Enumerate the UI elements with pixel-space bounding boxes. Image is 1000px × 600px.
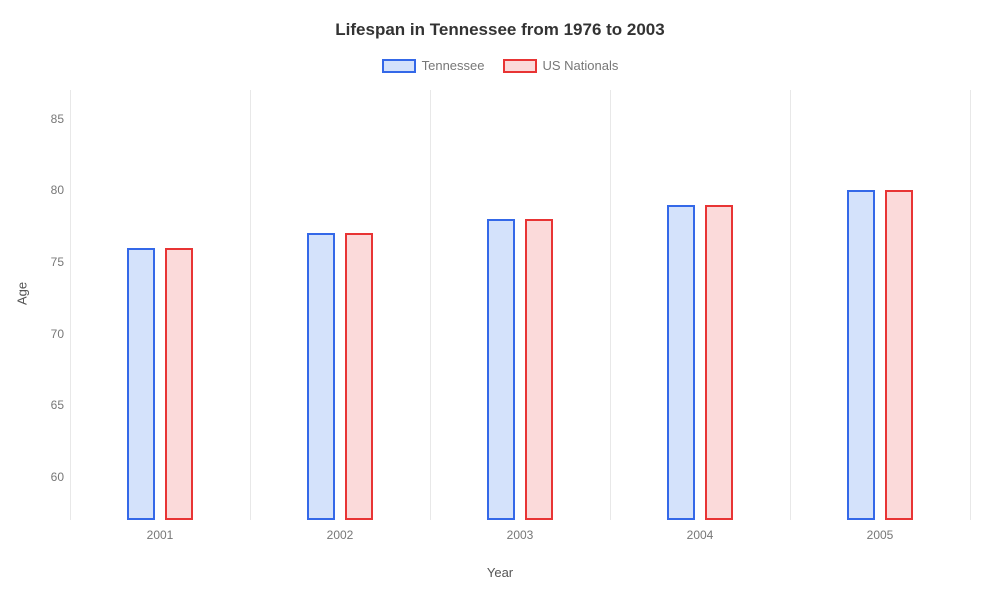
bar-tennessee <box>487 219 515 520</box>
plot-area: 60657075808520012002200320042005 <box>70 90 970 520</box>
x-tick: 2002 <box>327 528 354 542</box>
y-axis-label: Age <box>15 282 30 305</box>
bar-tennessee <box>667 205 695 520</box>
legend-item-us-nationals: US Nationals <box>503 58 619 73</box>
legend-label-tennessee: Tennessee <box>422 58 485 73</box>
legend-label-us-nationals: US Nationals <box>543 58 619 73</box>
gridline <box>70 90 71 520</box>
bar-us-nationals <box>165 248 193 520</box>
gridline <box>250 90 251 520</box>
legend-item-tennessee: Tennessee <box>382 58 485 73</box>
x-axis-label: Year <box>0 565 1000 580</box>
bar-us-nationals <box>525 219 553 520</box>
y-tick: 80 <box>38 183 64 197</box>
bar-tennessee <box>307 233 335 520</box>
bar-us-nationals <box>345 233 373 520</box>
chart-title: Lifespan in Tennessee from 1976 to 2003 <box>0 20 1000 40</box>
y-tick: 75 <box>38 255 64 269</box>
bar-us-nationals <box>885 190 913 520</box>
bar-us-nationals <box>705 205 733 520</box>
legend-swatch-us-nationals <box>503 59 537 73</box>
gridline <box>790 90 791 520</box>
y-tick: 65 <box>38 398 64 412</box>
legend: Tennessee US Nationals <box>0 58 1000 73</box>
gridline <box>610 90 611 520</box>
gridline <box>970 90 971 520</box>
y-tick: 85 <box>38 112 64 126</box>
y-tick: 70 <box>38 327 64 341</box>
x-tick: 2005 <box>867 528 894 542</box>
bar-tennessee <box>127 248 155 520</box>
chart-container: Lifespan in Tennessee from 1976 to 2003 … <box>0 0 1000 600</box>
x-tick: 2001 <box>147 528 174 542</box>
x-tick: 2003 <box>507 528 534 542</box>
gridline <box>430 90 431 520</box>
y-tick: 60 <box>38 470 64 484</box>
legend-swatch-tennessee <box>382 59 416 73</box>
bar-tennessee <box>847 190 875 520</box>
x-tick: 2004 <box>687 528 714 542</box>
